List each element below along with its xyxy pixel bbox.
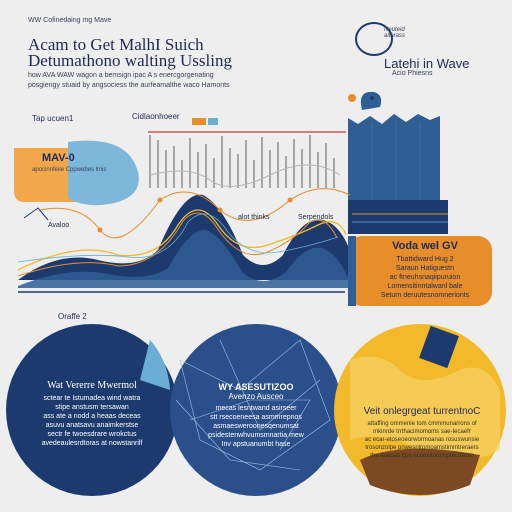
orange-panel-line: Saraun Hatiguestn (396, 265, 454, 272)
middle-circle-line: psidestenwhvumsmnartia mew (208, 432, 304, 439)
middle-circle-line: mecas lesntwand asirseer (215, 405, 297, 412)
brand-title: Latehi in Wave (384, 56, 470, 71)
right-circle-line: trosonzolpe pnwesnlrpmoamstimmtreraers (365, 445, 479, 451)
brand-dot-small (370, 96, 374, 100)
orange-panel-heading: Voda wel GV (392, 240, 458, 252)
orange-panel-strip (348, 236, 356, 306)
left-circle-line: avedeaulesrdtoras at nowstanrilf (41, 440, 143, 447)
brand-logo-icon (355, 22, 393, 56)
spike-chart (148, 118, 346, 188)
middle-circle-line: asmaesweroonesqenumsat (213, 423, 299, 430)
left-circle-heading: Wat Vererre Mwermol (47, 380, 137, 391)
right-circle-line: mkinrde trrthacimomoms sae-Iecaefr (373, 429, 471, 435)
middle-circle-subheading: Avenzo Ausceo (228, 392, 284, 401)
left-circle-line: sectr fe twoesdrare wrokctus (47, 431, 137, 438)
header-subtitle-line1: how AVA WAW wagon a bemsign ipac A s ene… (28, 72, 214, 79)
left-circle-bg (6, 324, 178, 496)
orange-panel-bg (348, 236, 492, 306)
header-kicker: WW Cofinedaing mg Mave (28, 17, 112, 24)
right-circle-ground (360, 448, 480, 495)
middle-circle-network (175, 339, 331, 471)
orange-panel-line: Seturn deruutesnomnerionts (380, 292, 470, 299)
right-circle-line: attaffing ommenie tom cmmmunarrons of (367, 421, 477, 427)
brand-icon-text: Neuteid altarass (384, 27, 406, 39)
left-circle-accent (140, 340, 170, 390)
left-circle-line: asuvu anatsavu anaimkerstse (45, 422, 139, 429)
brand-dot (348, 94, 356, 102)
right-circle-dark-shape (419, 325, 459, 369)
chart-trend-curve (149, 164, 341, 187)
oraffe-label: Oraffe 2 (58, 312, 87, 321)
middle-circle-heading: WY ASESUTIZOO (218, 382, 294, 392)
right-circle-map (350, 356, 500, 460)
right-circle-line: ac ecar-etoseoeorwormoanas rosuswunsie (364, 437, 480, 443)
mav-description: apocinnfeiie Cppwebes lmis (32, 167, 107, 173)
orange-panel-line: ac ftneuhsnaqiipuruion (389, 274, 461, 281)
orange-panel-line: Lomensitinntalwanl bale (387, 283, 463, 290)
mav-label: MAV-0 (42, 152, 75, 164)
small-label: Tap ucuen1 (32, 114, 74, 123)
left-circle-line: stipe anstusm tersawan (55, 404, 129, 411)
header-title-line1: Acam to Get MalhI Suich (28, 35, 204, 54)
middle-circle-line: Inv apstuanumbt hase (221, 441, 291, 448)
middle-circle-bg (170, 324, 342, 496)
left-circle-line: ass ate a nodd a heaas deceas (43, 413, 141, 420)
orange-panel-line: Tbattidward Hug 2 (396, 256, 454, 263)
brand-wave-shape (360, 91, 382, 110)
left-circle-content: Wat Vererre Mwermol sctear te Istumadea … (28, 380, 156, 448)
middle-circle-line: stt rsecoeneesa asmmrepnos (210, 414, 302, 421)
middle-circle-content: WY ASESUTIZOO Avenzo Ausceo mecas lesntw… (196, 382, 316, 449)
right-circle-content: Veit onlegrgeat turrentnoC attaffing omm… (352, 406, 492, 460)
blue-block-graphic (348, 114, 448, 234)
thinks-label: alot thinks (238, 214, 270, 221)
orange-panel: Voda wel GV Tbattidward Hug 2 Saraun Hat… (362, 240, 488, 300)
waveform (17, 188, 353, 293)
header-subtitle-line2: posgiengy stuaid by angsociess the aurfe… (28, 82, 230, 89)
right-circle-line: the aaeoas ttpo ecomstoromprecrrersn (370, 453, 474, 459)
avaloo-label: Avaloo (48, 222, 70, 229)
mav-blue-blob (68, 140, 139, 206)
left-circle-line: sctear te Istumadea wind watra (43, 395, 141, 402)
right-circle-heading: Veit onlegrgeat turrentnoC (363, 406, 481, 417)
serpendols-label: Serpendols (298, 214, 334, 221)
brand-subtitle: Acio Phiesns (392, 70, 433, 77)
chart-label: Cidlaonhoeer (132, 112, 180, 121)
header-title-line2: Detumathono walting Ussling (28, 51, 232, 70)
